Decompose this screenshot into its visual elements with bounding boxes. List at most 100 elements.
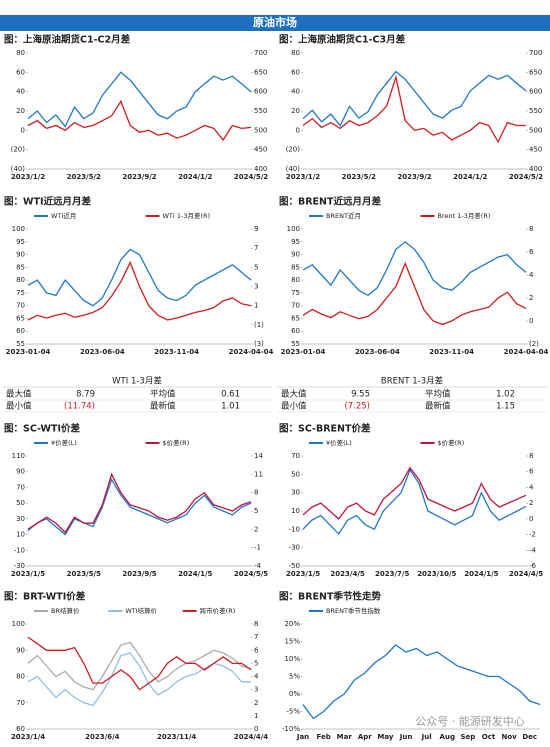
y-tick-label: 80: [291, 276, 300, 284]
legend-label: BRENT季节性指数: [326, 606, 381, 615]
x-tick-label: 2023/4/5: [330, 570, 364, 578]
table-cell: 平均值: [425, 389, 451, 400]
y2-tick-label: 9: [254, 225, 258, 233]
y-tick-label: 95: [291, 238, 300, 246]
y-tick-label: 40: [16, 88, 25, 96]
y-tick-label: 60: [16, 725, 25, 733]
chart-title: 图：上海原油期货C1-C2月差: [4, 34, 131, 46]
y2-tick-label: 500: [529, 126, 542, 134]
y-tick-label: 65: [16, 314, 25, 322]
y2-tick-label: 7: [254, 244, 258, 252]
y2-tick-label: 4: [529, 271, 534, 279]
y2-tick-label: 8: [529, 225, 533, 233]
y-tick-label: 65: [291, 314, 300, 322]
y2-tick-label: 500: [254, 126, 267, 134]
table-cell: 平均值: [150, 389, 176, 400]
y2-tick-label: 6: [529, 248, 534, 256]
table-cell: 最小值: [6, 401, 32, 412]
y-tick-label: 90: [16, 468, 25, 476]
y2-tick-label: -2: [529, 531, 536, 539]
y2-tick-label: 400: [254, 165, 267, 173]
x-tick-label: 2023/9/5: [122, 570, 156, 578]
table-cell: 1.02: [496, 390, 515, 400]
y2-tick-label: 700: [254, 49, 267, 57]
header-title: 原油市场: [253, 15, 297, 29]
x-tick-label: 2023/6/4: [85, 733, 119, 741]
y-tick-label: 30: [16, 515, 25, 523]
series-line: [27, 99, 252, 142]
x-tick-label: 2023-06-04: [80, 348, 125, 356]
y-tick-label: 100: [12, 620, 25, 628]
x-tick-label: Sep: [460, 733, 475, 741]
chart-title: 图：WTI近远月月差: [4, 196, 91, 208]
legend-label: WTI结算价: [125, 606, 157, 615]
table-cell: 最大值: [281, 389, 307, 400]
y-tick-label: 50: [291, 470, 300, 478]
y-tick-label: 80: [16, 673, 25, 681]
x-tick-label: 2024/1/5: [464, 570, 498, 578]
series-line: [27, 71, 252, 128]
y-tick-label: 85: [16, 263, 25, 271]
x-tick-label: Aug: [440, 733, 455, 741]
table-cell: 1.15: [496, 402, 515, 412]
y-tick-label: 60: [291, 327, 300, 335]
header-bar: [0, 15, 550, 31]
y-tick-label: -10: [289, 525, 300, 533]
table-title: WTI 1-3月差: [112, 376, 162, 387]
y-tick-label: 10%: [284, 655, 300, 663]
y2-tick-label: 4: [254, 673, 259, 681]
y-tick-label: 20: [291, 107, 300, 115]
x-tick-label: Dec: [522, 733, 537, 741]
x-tick-label: Mar: [337, 733, 353, 741]
table-cell: 0.61: [221, 390, 240, 400]
y2-tick-label: -4: [529, 546, 537, 554]
series-line: [302, 240, 527, 297]
y2-tick-label: 8: [254, 489, 258, 497]
y2-tick-label: 3: [254, 686, 258, 694]
y2-tick-label: -6: [529, 562, 537, 570]
x-tick-label: 2023/9/2: [397, 173, 431, 181]
x-tick-label: 2024/1/5: [178, 570, 212, 578]
y-tick-label: 75: [16, 289, 25, 297]
table-cell: (11.74): [64, 402, 95, 412]
x-tick-label: 2023/1/5: [286, 570, 320, 578]
y2-tick-label: 600: [529, 88, 542, 96]
y-tick-label: 0: [21, 126, 25, 134]
table-cell: 1.01: [221, 402, 240, 412]
x-tick-label: Oct: [482, 733, 496, 741]
series-line: [302, 70, 527, 127]
y-tick-label: (20): [11, 146, 26, 154]
y-tick-label: 60: [291, 68, 300, 76]
series-line: [27, 478, 252, 536]
y-tick-label: 20%: [284, 620, 300, 628]
x-tick-label: 2024/4/5: [509, 570, 543, 578]
x-tick-label: 2024/1/2: [453, 173, 487, 181]
y-tick-label: 80: [16, 276, 25, 284]
table-cell: 最大值: [6, 389, 32, 400]
table-cell: (7.25): [344, 402, 370, 412]
series-line: [27, 248, 252, 307]
y2-tick-label: 0: [529, 317, 533, 325]
x-tick-label: 2023/5/5: [67, 570, 101, 578]
y-tick-label: 90: [291, 251, 300, 259]
x-tick-label: 2023-01-04: [281, 348, 326, 356]
legend-label: ¥价差(L): [326, 438, 352, 447]
series-line: [27, 472, 252, 534]
y2-tick-label: 450: [529, 146, 542, 154]
y-tick-label: -30: [289, 544, 300, 552]
x-tick-label: 2024/5/2: [234, 173, 268, 181]
y2-tick-label: 1: [254, 302, 258, 310]
y-tick-label: 85: [291, 263, 300, 271]
table-cell: 最新值: [425, 401, 451, 412]
legend-label: WTI 1-3月差(R): [163, 211, 211, 220]
chart-title: 图：SC-WTI价差: [4, 423, 81, 435]
chart-title: 图：BRT-WTI价差: [4, 591, 86, 603]
x-tick-label: Apr: [358, 733, 372, 741]
series-line: [302, 74, 526, 144]
y-tick-label: 90: [16, 251, 25, 259]
series-line: [302, 468, 527, 535]
y-tick-label: 80: [291, 49, 300, 57]
x-tick-label: May: [377, 733, 393, 741]
legend-label: ¥价差(L): [51, 438, 77, 447]
